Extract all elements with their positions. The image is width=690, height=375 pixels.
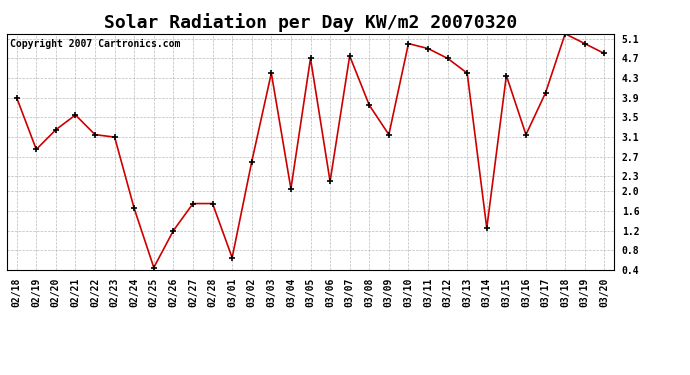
Text: Copyright 2007 Cartronics.com: Copyright 2007 Cartronics.com [10,39,180,48]
Title: Solar Radiation per Day KW/m2 20070320: Solar Radiation per Day KW/m2 20070320 [104,13,517,32]
